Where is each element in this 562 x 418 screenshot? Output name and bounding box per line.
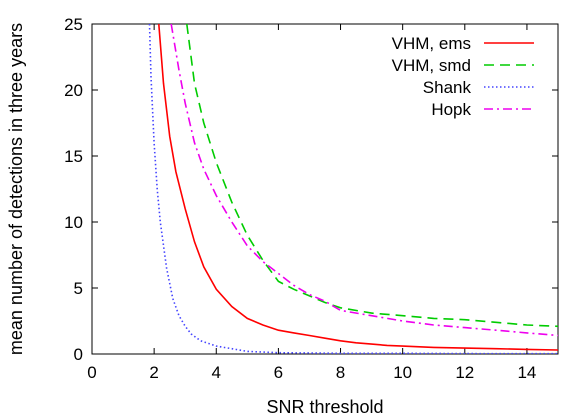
x-tick-label: 10 bbox=[393, 363, 412, 382]
y-tick-label: 0 bbox=[74, 345, 83, 364]
y-tick-label: 15 bbox=[64, 147, 83, 166]
x-tick-label: 6 bbox=[274, 363, 283, 382]
series-lines bbox=[148, 24, 558, 354]
legend: VHM, ems VHM, smd Shank Hopk bbox=[392, 34, 534, 119]
x-axis-title: SNR threshold bbox=[266, 397, 383, 417]
legend-label: VHM, smd bbox=[392, 56, 471, 75]
x-tick-label: 14 bbox=[517, 363, 536, 382]
series-line-vhm-ems bbox=[158, 24, 558, 351]
plot-frame bbox=[91, 23, 559, 355]
y-tick-label: 25 bbox=[64, 15, 83, 34]
y-tick-label: 20 bbox=[64, 81, 83, 100]
y-tick-label: 5 bbox=[74, 279, 83, 298]
legend-label: Shank bbox=[423, 78, 472, 97]
y-axis-title: mean number of detections in three years bbox=[6, 23, 26, 355]
x-tick-label: 2 bbox=[149, 363, 158, 382]
series-line-hopk bbox=[170, 24, 558, 337]
series-line-shank bbox=[148, 24, 558, 354]
x-tick-label: 4 bbox=[212, 363, 221, 382]
x-tick-label: 12 bbox=[455, 363, 474, 382]
x-tick-label: 0 bbox=[87, 363, 96, 382]
legend-label: VHM, ems bbox=[392, 34, 471, 53]
series-line-vhm-smd bbox=[186, 24, 558, 328]
legend-label: Hopk bbox=[431, 100, 471, 119]
y-tick-label: 10 bbox=[64, 213, 83, 232]
x-tick-label: 8 bbox=[336, 363, 345, 382]
ticks: 0 2 4 6 8 10 12 14 0 5 10 15 20 25 bbox=[64, 15, 558, 382]
